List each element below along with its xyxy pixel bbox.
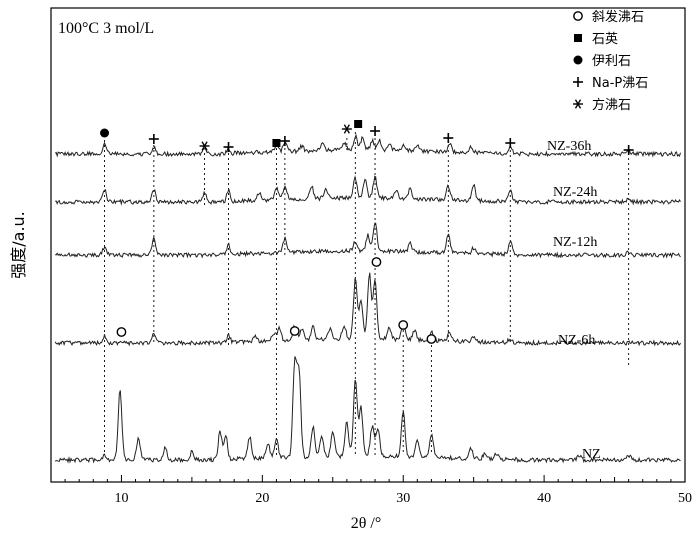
filled-circle-marker xyxy=(100,128,110,138)
plus-marker xyxy=(148,134,159,144)
trace-label: NZ-36h xyxy=(547,139,591,154)
x-tick-label: 50 xyxy=(678,491,692,506)
trace-label: NZ xyxy=(582,447,601,462)
open-circle-marker xyxy=(116,327,127,337)
x-axis-ticks: 10 20 30 40 50 xyxy=(50,475,692,506)
x-axis-title: 2θ /° xyxy=(351,515,382,532)
plus-marker xyxy=(443,133,454,143)
legend-item: 伊利石 xyxy=(592,54,631,69)
trace-label: NZ-24h xyxy=(553,185,597,200)
chart-title: 100°C 3 mol/L xyxy=(58,20,154,37)
legend-item: 斜发沸石 xyxy=(592,9,644,25)
trace-nz-24h xyxy=(55,175,681,206)
trace-nz-12h xyxy=(55,222,681,259)
open-circle-legend-icon xyxy=(573,11,583,21)
star-marker xyxy=(199,141,210,151)
open-circle-marker xyxy=(426,334,437,344)
x-tick-label: 30 xyxy=(396,491,410,506)
filled-square-legend-icon xyxy=(574,34,582,42)
filled-circle-legend-icon xyxy=(573,55,583,65)
x-tick-label: 10 xyxy=(114,491,128,506)
plus-marker xyxy=(505,138,516,148)
legend-label: 伊利石 xyxy=(592,54,631,69)
legend-label: 石英 xyxy=(592,32,618,47)
trace-nz xyxy=(54,356,681,464)
plus-marker xyxy=(279,136,290,146)
legend-label: Na-P沸石 xyxy=(592,76,648,91)
star-legend-icon xyxy=(573,99,583,109)
trace-labels: NZ-36h NZ-24h NZ-12h NZ-6h NZ xyxy=(547,139,601,462)
legend-item: 方沸石 xyxy=(592,97,631,113)
peak-guide-lines xyxy=(104,132,630,455)
open-circle-marker xyxy=(398,320,409,330)
phase-markers xyxy=(100,11,634,344)
plus-marker xyxy=(370,126,381,136)
legend-label: 方沸石 xyxy=(592,97,631,113)
legend-item: 石英 xyxy=(592,32,618,47)
y-axis-title: 强度/a.u. xyxy=(9,211,28,279)
legend-label: 斜发沸石 xyxy=(592,9,644,25)
star-marker xyxy=(341,124,352,134)
diffraction-traces xyxy=(54,133,681,464)
plot-frame xyxy=(50,7,686,483)
filled-square-marker xyxy=(272,139,281,147)
trace-label: NZ-6h xyxy=(558,333,595,348)
x-tick-label: 40 xyxy=(537,491,551,506)
filled-square-marker xyxy=(354,120,363,128)
trace-nz-36h xyxy=(54,133,681,158)
open-circle-marker xyxy=(371,257,382,267)
plus-legend-icon xyxy=(573,77,583,87)
plus-marker xyxy=(223,142,234,152)
plus-marker xyxy=(623,145,634,155)
trace-nz-6h xyxy=(54,272,681,347)
x-tick-label: 20 xyxy=(255,491,269,506)
trace-label: NZ-12h xyxy=(553,235,597,250)
open-circle-marker xyxy=(289,326,300,336)
legend-item: Na-P沸石 xyxy=(592,76,648,91)
